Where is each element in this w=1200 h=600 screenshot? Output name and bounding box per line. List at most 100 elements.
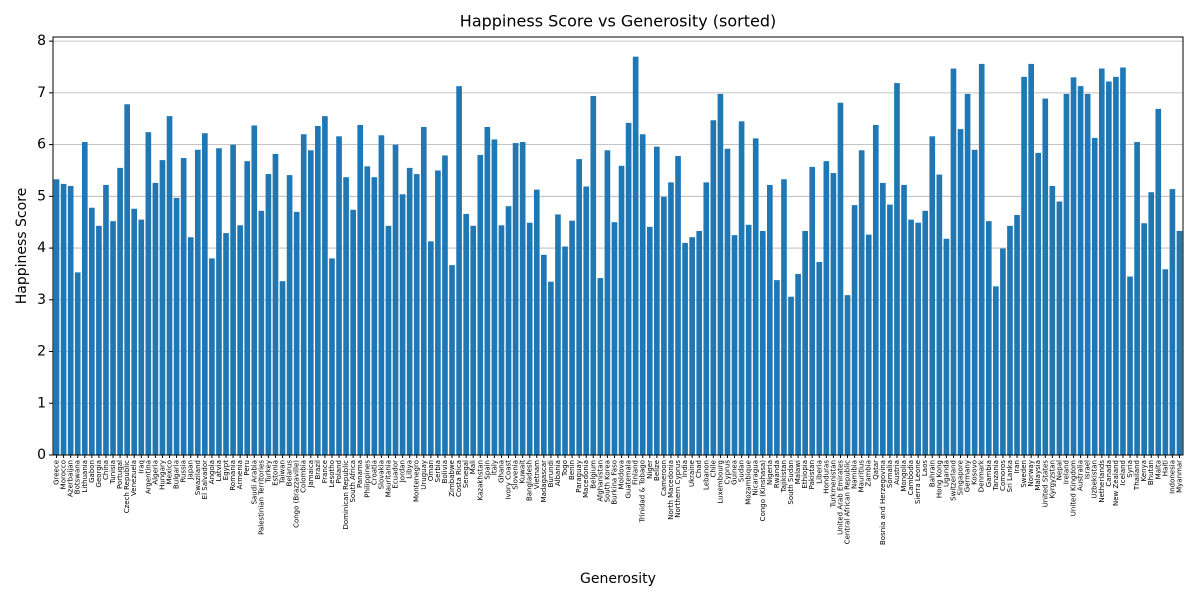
bar [428,241,434,455]
x-tick-label: Malaysia [1034,460,1042,491]
x-tick-label: Sri Lanka [1006,460,1014,492]
x-tick-label: Ivory Coast [505,460,513,500]
bar [646,226,653,455]
x-tick-label: Moldova [618,460,626,489]
bar [1162,269,1169,455]
bar [138,219,145,455]
x-tick-label: Netherlands [1098,460,1106,503]
x-tick-label: Georgia [95,460,103,487]
bar [413,174,420,455]
bar [908,219,914,455]
x-tick-label: Greece [53,460,61,485]
y-tick-label: 1 [37,395,46,411]
x-tick-label: Turkmenistan [829,460,837,508]
bar [279,281,286,455]
x-tick-label: Afghanistan [596,460,604,502]
x-tick-label: Namibia [851,460,859,489]
y-tick-label: 8 [37,33,46,49]
bar [159,160,166,455]
bar [209,258,215,455]
y-tick-label: 2 [37,344,46,360]
bar [1056,201,1063,455]
x-tick-label: Russia [180,460,188,483]
x-tick-label: Tanzania [992,460,1000,491]
x-tick-label: Bolivia [441,460,449,483]
x-tick-label: Thailand [1133,460,1141,491]
bar [1148,192,1155,456]
bar [1091,137,1098,455]
bar [251,125,258,456]
x-tick-label: Nigeria [766,460,774,485]
x-tick-label: Belarus [286,460,294,487]
x-tick-label: Haiti [1161,460,1169,476]
x-tick-label: Bangladesh [526,460,534,501]
bar [943,238,950,455]
bar [950,68,957,455]
bar [964,93,971,455]
bar [1127,276,1133,455]
bar [67,185,74,455]
x-tick-label: Bahrain [928,460,936,487]
x-tick-label: Northern Cyprus [674,460,682,518]
x-tick-label: Kenya [1140,460,1148,481]
bar [449,265,455,455]
bar [1000,248,1006,455]
bar [216,148,222,455]
bar [1063,93,1070,455]
x-tick-label: Tajikistan [780,460,788,493]
bar [187,237,194,455]
x-tick-label: Ethiopia [801,460,809,489]
x-tick-label: Uganda [942,460,950,487]
x-tick-label: Qatar [872,460,880,480]
x-tick-label: Iraq [137,460,145,474]
x-tick-label: Israel [1084,460,1092,479]
bar [682,242,688,455]
bar [1007,225,1013,455]
x-tick-label: Congo (Kinshasa) [759,460,767,522]
x-tick-label: Palestinian Territories [257,460,265,535]
bar [632,56,639,455]
x-tick-label: Austria [893,460,901,485]
x-tick-label: Liberia [815,460,823,484]
bar [110,221,116,455]
bar [1014,214,1020,455]
bar [978,63,985,455]
bar [936,174,943,455]
chart-title: Happiness Score vs Generosity (sorted) [460,12,776,31]
x-tick-label: Iran [1013,460,1021,474]
x-tick-label: Belize [653,460,661,481]
bar [533,189,540,455]
x-tick-label: United States [1041,460,1049,508]
bar [505,206,512,455]
bar [131,208,138,455]
bar [639,134,646,455]
bar [491,139,498,455]
x-tick-label: Czech Republic [123,460,131,513]
x-tick-label: Dominican Republic [342,460,350,530]
x-tick-label: Mauritania [384,460,392,497]
bar [484,127,491,455]
x-tick-label: Jamaica [307,460,315,489]
x-tick-label: Sweden [1020,460,1028,488]
bar [894,83,900,455]
bar [103,184,109,455]
bar [399,194,406,455]
bar [618,165,625,455]
bar [202,133,208,455]
x-tick-label: United Kingdom [1070,460,1078,516]
x-tick-label: El Salvador [201,460,209,499]
bar [526,222,533,455]
x-tick-label: France [321,460,329,483]
x-tick-label: Turkey [264,460,272,484]
bar [1134,142,1140,455]
bar [802,230,808,455]
x-tick-label: Iceland [1119,460,1127,485]
y-tick-label: 7 [37,85,46,101]
bar [788,296,794,455]
bar [752,138,759,455]
bar [562,246,568,455]
x-tick-label: Kuwait [519,460,527,484]
x-tick-label: Nicaragua [752,460,760,496]
x-tick-label: Somalia [886,460,894,488]
bar [1035,152,1042,455]
